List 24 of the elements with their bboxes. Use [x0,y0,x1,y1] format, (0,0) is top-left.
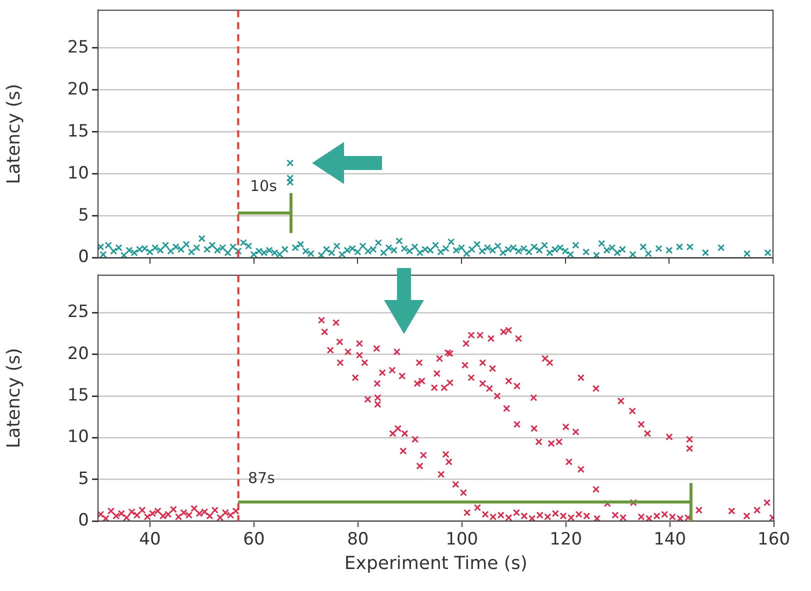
y-tick-label: 15 [67,385,89,406]
x-tick-label: 80 [347,530,369,550]
y-tick-label: 20 [67,344,89,364]
y-tick-label: 15 [67,121,89,142]
y-tick-label: 5 [78,205,89,226]
y-tick-label: 25 [67,302,89,322]
y-tick-label: 5 [78,468,89,489]
annotation: 87s [248,469,275,487]
x-tick-label: 60 [243,530,265,550]
y-axis-title: Latency (s) [3,84,24,184]
x-tick-label: 40 [139,530,161,550]
y-tick-label: 0 [78,510,89,530]
x-tick-label: 100 [446,530,478,550]
annotation: 10s [250,177,277,195]
y-axis-title: Latency (s) [3,348,24,448]
x-tick-label: 160 [758,530,790,550]
y-tick-label: 0 [78,247,89,268]
x-tick-label: 120 [550,530,582,550]
y-tick-label: 25 [67,37,89,58]
x-axis-title: Experiment Time (s) [344,552,528,574]
y-tick-label: 10 [67,163,89,184]
y-tick-label: 20 [67,79,89,100]
x-tick-label: 140 [654,530,686,550]
y-tick-label: 10 [67,427,89,448]
